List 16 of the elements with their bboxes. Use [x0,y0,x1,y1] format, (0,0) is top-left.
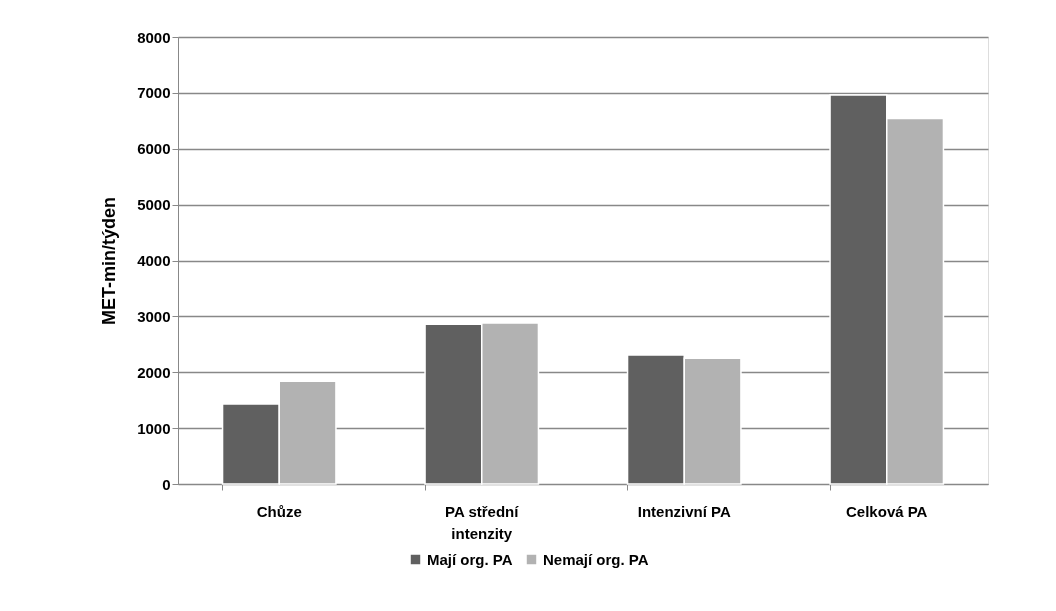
x-tick-label: Chůze [256,502,302,520]
legend-label: Nemají org. PA [543,550,649,568]
y-tick-label: 2000 [137,363,171,381]
x-tick-label: Celková PA [846,502,928,520]
y-tick-label: 3000 [137,307,171,325]
y-tick-label: 1000 [137,419,171,437]
x-tick-label: PA střední intenzity [445,502,520,542]
y-tick-label: 0 [162,475,171,493]
y-axis-title: MET-min/týden [99,196,120,326]
y-tick-label: 8000 [137,28,171,46]
y-tick-label: 6000 [137,140,171,158]
legend-label: Mají org. PA [427,550,513,568]
x-tick-label: Intenzivní PA [637,502,731,520]
y-tick-label: 4000 [137,252,171,269]
y-tick-label: 5000 [137,196,171,214]
y-tick-label: 7000 [137,84,171,102]
